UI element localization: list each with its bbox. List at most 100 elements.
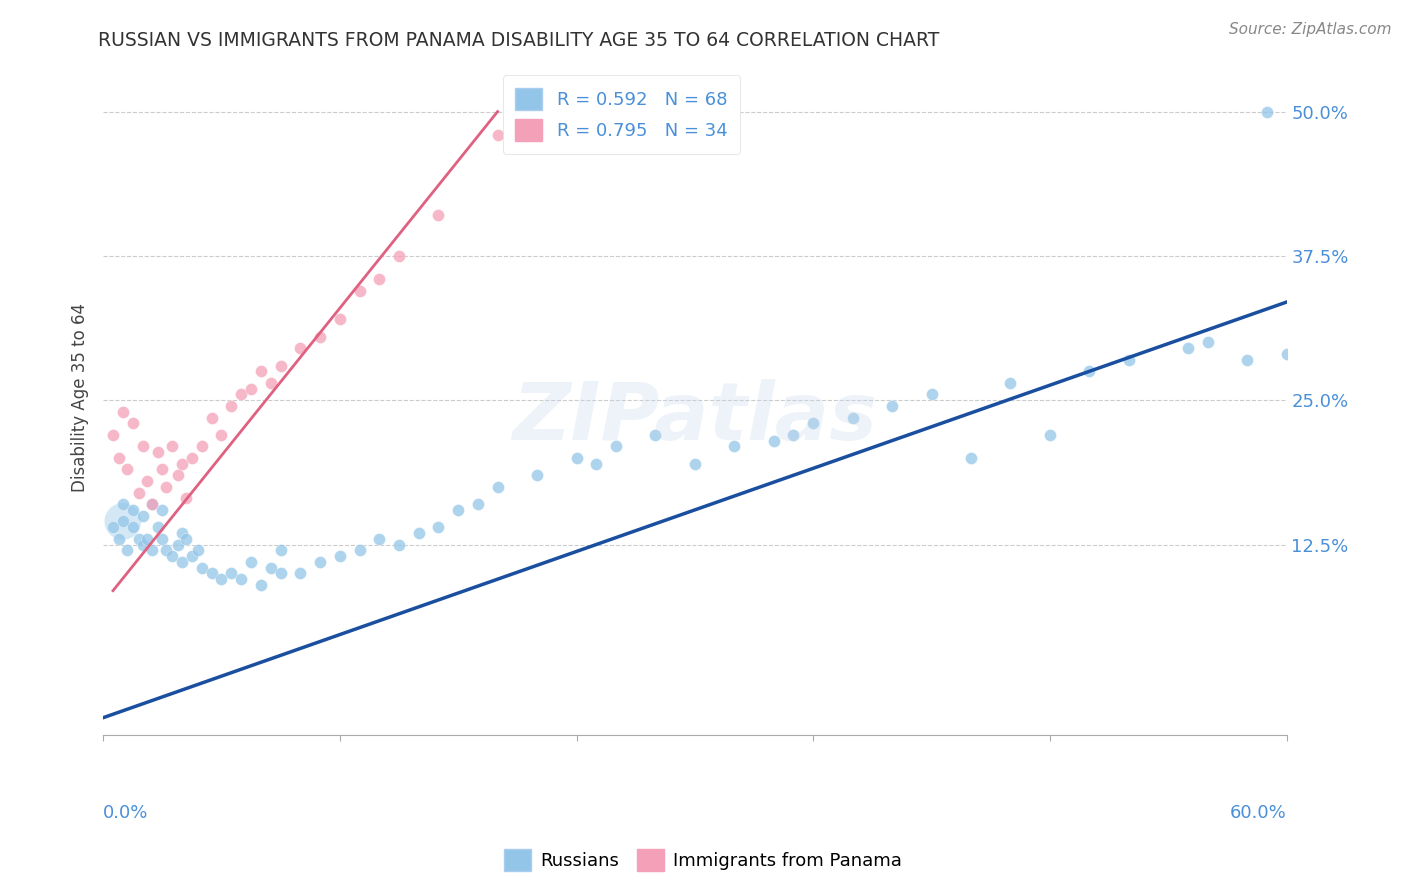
Text: RUSSIAN VS IMMIGRANTS FROM PANAMA DISABILITY AGE 35 TO 64 CORRELATION CHART: RUSSIAN VS IMMIGRANTS FROM PANAMA DISABI… — [98, 31, 939, 50]
Point — [290, 566, 312, 581]
Point — [141, 543, 163, 558]
Point — [155, 480, 177, 494]
Point — [762, 434, 785, 448]
Legend: Russians, Immigrants from Panama: Russians, Immigrants from Panama — [496, 842, 910, 879]
Point — [250, 364, 273, 378]
Point — [240, 382, 263, 396]
Point — [1256, 104, 1278, 119]
Point — [148, 520, 170, 534]
Point — [135, 532, 157, 546]
Point — [260, 560, 283, 574]
Point — [250, 578, 273, 592]
Point — [148, 445, 170, 459]
Point — [150, 462, 173, 476]
Point — [160, 439, 183, 453]
Point — [368, 272, 391, 286]
Y-axis label: Disability Age 35 to 64: Disability Age 35 to 64 — [72, 302, 89, 491]
Point — [131, 537, 153, 551]
Point — [141, 497, 163, 511]
Point — [211, 427, 233, 442]
Point — [170, 526, 193, 541]
Point — [150, 503, 173, 517]
Point — [141, 497, 163, 511]
Point — [101, 520, 124, 534]
Point — [135, 474, 157, 488]
Point — [115, 462, 138, 476]
Point — [447, 503, 470, 517]
Point — [174, 532, 197, 546]
Point — [467, 497, 489, 511]
Point — [565, 450, 588, 465]
Point — [101, 427, 124, 442]
Point — [201, 566, 224, 581]
Legend: R = 0.592   N = 68, R = 0.795   N = 34: R = 0.592 N = 68, R = 0.795 N = 34 — [503, 76, 740, 153]
Point — [841, 410, 863, 425]
Point — [121, 417, 143, 431]
Point — [349, 543, 371, 558]
Point — [231, 572, 253, 586]
Point — [170, 555, 193, 569]
Point — [174, 491, 197, 506]
Point — [128, 485, 150, 500]
Point — [108, 450, 131, 465]
Point — [128, 532, 150, 546]
Point — [526, 468, 548, 483]
Point — [240, 555, 263, 569]
Text: ZIPatlas: ZIPatlas — [512, 378, 877, 457]
Point — [349, 284, 371, 298]
Point — [111, 515, 134, 529]
Point — [585, 457, 607, 471]
Point — [801, 417, 824, 431]
Point — [111, 497, 134, 511]
Point — [221, 566, 243, 581]
Point — [1275, 347, 1298, 361]
Point — [131, 439, 153, 453]
Point — [486, 128, 509, 142]
Point — [231, 387, 253, 401]
Point — [427, 520, 450, 534]
Point — [782, 427, 804, 442]
Point — [201, 410, 224, 425]
Text: Source: ZipAtlas.com: Source: ZipAtlas.com — [1229, 22, 1392, 37]
Point — [1197, 335, 1219, 350]
Point — [190, 439, 212, 453]
Point — [723, 439, 745, 453]
Point — [180, 549, 202, 563]
Point — [388, 249, 411, 263]
Point — [270, 566, 292, 581]
Point — [270, 543, 292, 558]
Point — [683, 457, 706, 471]
Point — [260, 376, 283, 390]
Point — [167, 468, 190, 483]
Point — [180, 450, 202, 465]
Point — [150, 532, 173, 546]
Point — [187, 543, 209, 558]
Point — [190, 560, 212, 574]
Point — [1236, 352, 1258, 367]
Point — [960, 450, 983, 465]
Point — [605, 439, 627, 453]
Point — [167, 537, 190, 551]
Point — [329, 312, 352, 326]
Point — [111, 405, 134, 419]
Point — [368, 532, 391, 546]
Point — [486, 480, 509, 494]
Point — [1177, 341, 1199, 355]
Text: 0.0%: 0.0% — [103, 805, 149, 822]
Point — [170, 457, 193, 471]
Point — [309, 329, 332, 343]
Point — [270, 359, 292, 373]
Point — [1118, 352, 1140, 367]
Point — [1078, 364, 1101, 378]
Point — [921, 387, 943, 401]
Point — [121, 503, 143, 517]
Point — [1000, 376, 1022, 390]
Point — [408, 526, 430, 541]
Point — [221, 399, 243, 413]
Point — [1039, 427, 1062, 442]
Point — [211, 572, 233, 586]
Point — [388, 537, 411, 551]
Point — [427, 209, 450, 223]
Point — [115, 543, 138, 558]
Point — [290, 341, 312, 355]
